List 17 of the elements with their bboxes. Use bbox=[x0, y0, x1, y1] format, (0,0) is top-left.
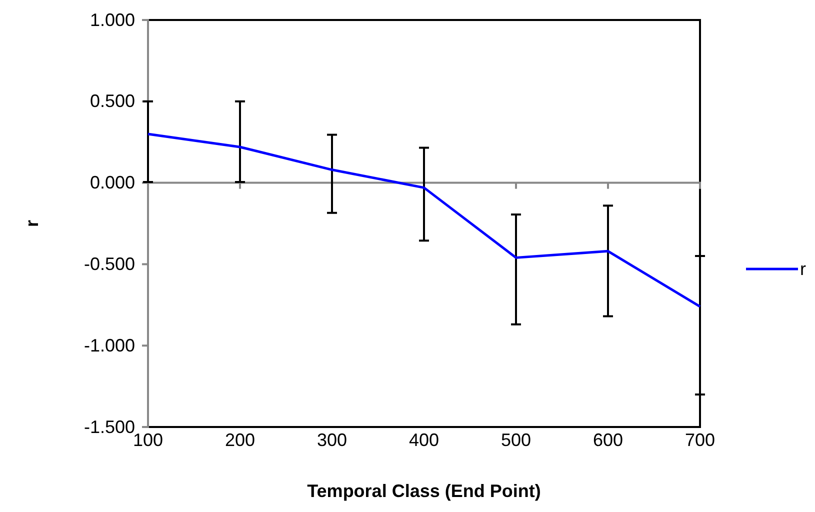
y-axis-title: r bbox=[22, 220, 42, 228]
y-tick-label: 1.000 bbox=[90, 10, 135, 30]
x-tick-label: 100 bbox=[132, 430, 164, 450]
x-tick-label: 600 bbox=[592, 430, 624, 450]
x-axis-title: Temporal Class (End Point) bbox=[307, 481, 541, 501]
x-tick-label: 500 bbox=[500, 430, 532, 450]
y-tick-label: -1.500 bbox=[84, 416, 135, 437]
x-tick-label: 400 bbox=[408, 430, 440, 450]
legend-label: r bbox=[800, 259, 806, 279]
line-series bbox=[146, 132, 702, 308]
y-tick-label: 0.000 bbox=[90, 172, 135, 193]
y-tick-label: -1.000 bbox=[84, 335, 135, 356]
x-tick-label: 200 bbox=[224, 430, 256, 450]
y-tick-label: 0.500 bbox=[90, 91, 135, 112]
x-tick-label: 300 bbox=[316, 430, 348, 450]
x-tick-label: 700 bbox=[684, 430, 716, 450]
y-tick-label: -0.500 bbox=[84, 254, 135, 274]
